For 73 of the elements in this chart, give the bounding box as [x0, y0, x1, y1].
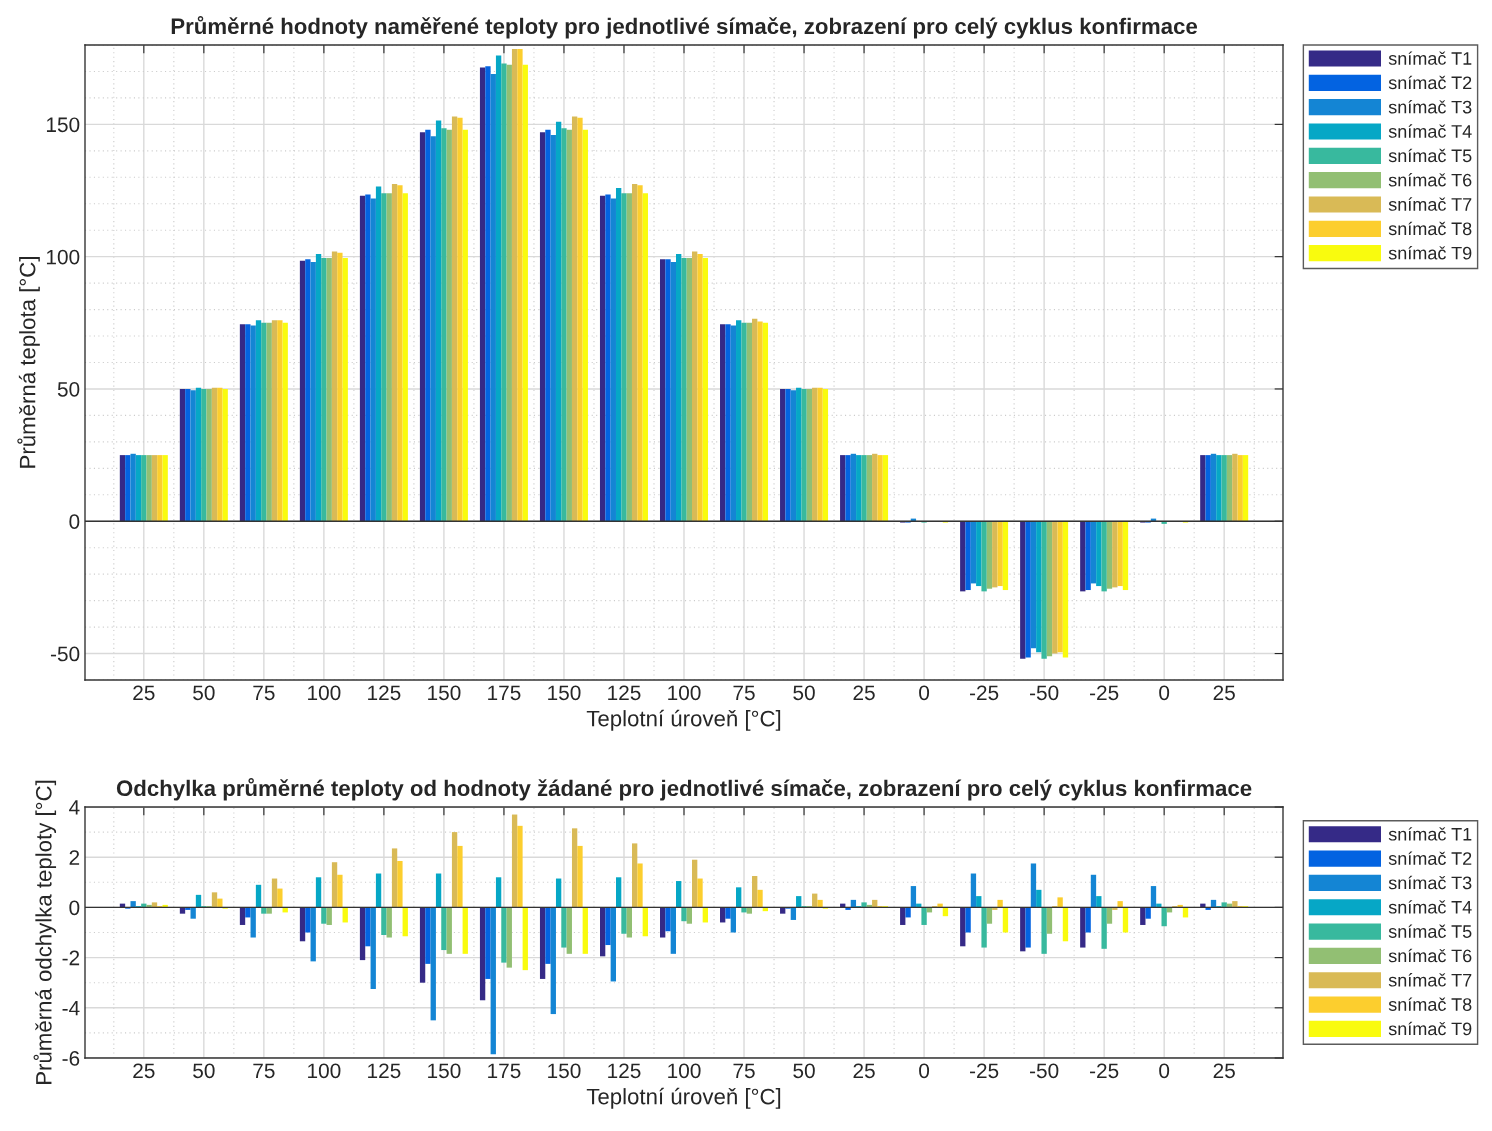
legend-label: snímač T3	[1388, 100, 1472, 114]
x-tick-label: 50	[793, 1063, 815, 1079]
legend-label: snímač T9	[1388, 1021, 1472, 1036]
legend-label: snímač T5	[1388, 924, 1472, 938]
x-tick-label: 75	[733, 685, 755, 701]
x-tick-label: 150	[548, 1063, 581, 1079]
x-tick-label: 25	[1213, 1063, 1235, 1079]
x-tick-label: 75	[253, 685, 275, 701]
y-tick-label: 0	[69, 514, 80, 529]
x-tick-label: 25	[853, 685, 875, 701]
y-tick-label: -4	[62, 1001, 80, 1016]
x-tick-label: 50	[193, 1063, 215, 1079]
x-tick-label: 100	[668, 685, 701, 701]
x-tick-label: 150	[428, 685, 461, 701]
x-tick-label: 25	[133, 1063, 155, 1079]
legend-label: snímač T9	[1388, 246, 1472, 260]
x-tick-label: 0	[1159, 685, 1170, 701]
x-tick-label: 0	[1159, 1063, 1170, 1079]
x-tick-label: 25	[133, 685, 155, 701]
x-tick-label: -50	[1029, 1063, 1059, 1079]
x-axis-title: Teplotní úroveň [°C]	[586, 1087, 781, 1109]
legend-label: snímač T5	[1388, 148, 1472, 163]
x-tick-label: 125	[608, 685, 641, 701]
y-tick-label: -6	[62, 1051, 80, 1066]
legend-label: snímač T7	[1388, 973, 1472, 987]
legend-label: snímač T6	[1388, 948, 1472, 963]
y-tick-label: 50	[57, 381, 80, 397]
x-tick-label: 125	[608, 1063, 641, 1079]
y-tick-label: 150	[46, 117, 80, 133]
x-tick-label: -25	[969, 1063, 999, 1079]
y-tick-label: -50	[50, 646, 80, 662]
y-tick-label: 2	[69, 850, 80, 865]
y-tick-label: 0	[69, 900, 80, 916]
y-tick-label: 4	[69, 800, 80, 815]
x-tick-label: 100	[668, 1063, 701, 1079]
x-tick-label: 150	[548, 685, 581, 701]
x-tick-label: 100	[308, 1063, 341, 1079]
x-tick-label: 175	[488, 1063, 521, 1079]
legend-label: snímač T2	[1388, 75, 1472, 90]
legend-label: snímač T4	[1388, 124, 1472, 138]
x-tick-label: 75	[733, 1063, 755, 1079]
y-tick-label: -2	[62, 950, 80, 966]
x-tick-label: -25	[969, 685, 999, 701]
legend-label: snímač T6	[1388, 173, 1472, 187]
x-tick-label: 50	[793, 685, 815, 701]
x-tick-label: 50	[193, 685, 215, 701]
legend-label: snímač T2	[1388, 851, 1472, 865]
legend-label: snímač T1	[1388, 51, 1472, 65]
x-tick-label: 175	[488, 685, 521, 701]
x-tick-label: 0	[919, 685, 930, 701]
x-tick-label: 25	[853, 1063, 875, 1079]
x-tick-label: 150	[428, 1063, 461, 1079]
x-tick-label: -25	[1090, 1063, 1119, 1079]
legend-label: snímač T4	[1388, 900, 1472, 914]
legend-label: snímač T3	[1388, 875, 1472, 890]
legend-label: snímač T1	[1388, 827, 1472, 841]
y-tick-label: 100	[46, 249, 80, 265]
x-tick-label: 100	[308, 685, 341, 701]
legend-label: snímač T7	[1388, 197, 1472, 211]
x-tick-label: 125	[368, 1063, 401, 1079]
x-tick-label: 25	[1213, 685, 1235, 701]
x-tick-label: 75	[253, 1063, 275, 1079]
chart-title: Průměrné hodnoty naměřené teploty pro jednotlivé símače, zobrazení pro celý cyklus konfirmace	[171, 16, 1198, 39]
x-tick-label: -50	[1029, 685, 1059, 701]
x-tick-label: 125	[368, 685, 401, 701]
x-tick-label: 0	[919, 1063, 930, 1079]
x-axis-title: Teplotní úroveň [°C]	[586, 709, 781, 731]
legend-label: snímač T8	[1388, 221, 1472, 236]
legend-label: snímač T8	[1388, 997, 1472, 1011]
y-axis-title: Průměrná odchylka teploty [°C]	[33, 780, 57, 1084]
y-axis-title: Průměrná teplota [°C]	[17, 257, 40, 468]
x-tick-label: -25	[1090, 685, 1119, 701]
chart-title: Odchylka průměrné teploty od hodnoty žádané pro jednotlivé símače, zobrazení pro celý cyklus konfirmace	[116, 778, 1252, 801]
